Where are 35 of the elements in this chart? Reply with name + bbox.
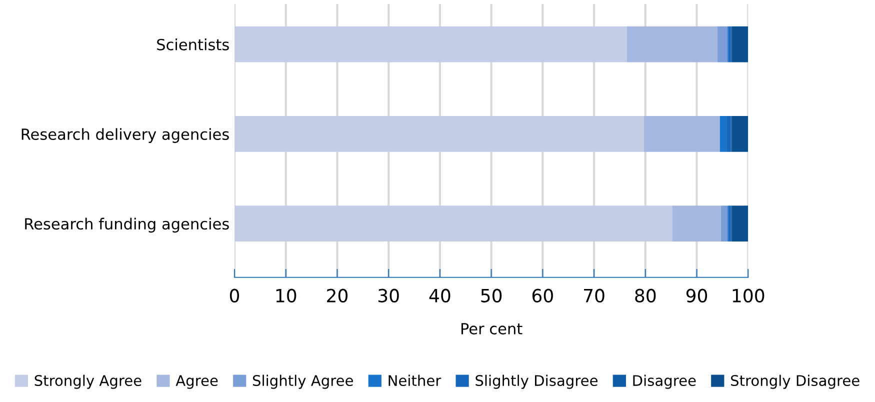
legend-label: Neither bbox=[388, 374, 442, 386]
x-tick-label: 30 bbox=[378, 288, 399, 302]
x-tick-label: 90 bbox=[686, 288, 708, 302]
bar bbox=[644, 116, 720, 152]
bar bbox=[720, 206, 728, 242]
bar bbox=[234, 116, 644, 152]
x-tick-label: 70 bbox=[584, 288, 604, 302]
legend-label: Agree bbox=[176, 375, 218, 389]
bar bbox=[726, 116, 731, 152]
bar bbox=[732, 26, 748, 62]
x-tick-label: 80 bbox=[635, 288, 656, 302]
x-tick-label: 0 bbox=[230, 288, 240, 302]
bar bbox=[720, 116, 727, 152]
bar bbox=[717, 26, 728, 62]
legend-label: Disagree bbox=[633, 374, 696, 389]
legend-label: Slightly Disagree bbox=[476, 374, 598, 389]
x-tick-label: 100 bbox=[732, 288, 764, 302]
x-axis-title: Per cent bbox=[461, 323, 522, 334]
y-tick-label: Research funding agencies bbox=[25, 218, 229, 233]
x-tick-label: 10 bbox=[276, 288, 296, 302]
bar bbox=[732, 116, 748, 152]
x-tick-label: 20 bbox=[327, 288, 348, 302]
bar bbox=[234, 206, 672, 242]
x-tick-label: 50 bbox=[481, 288, 502, 302]
bar bbox=[672, 206, 721, 242]
legend-label: Strongly Agree bbox=[34, 374, 142, 389]
y-tick-label: Scientists bbox=[157, 38, 229, 50]
bar bbox=[732, 206, 748, 242]
y-tick-label: Research delivery agencies bbox=[22, 128, 229, 143]
bar bbox=[234, 26, 627, 62]
bar bbox=[626, 26, 718, 62]
legend-label: Slightly Agree bbox=[252, 374, 353, 389]
x-tick-label: 60 bbox=[532, 288, 553, 302]
x-tick-label: 40 bbox=[429, 288, 450, 302]
legend-label: Strongly Disagree bbox=[731, 374, 860, 389]
